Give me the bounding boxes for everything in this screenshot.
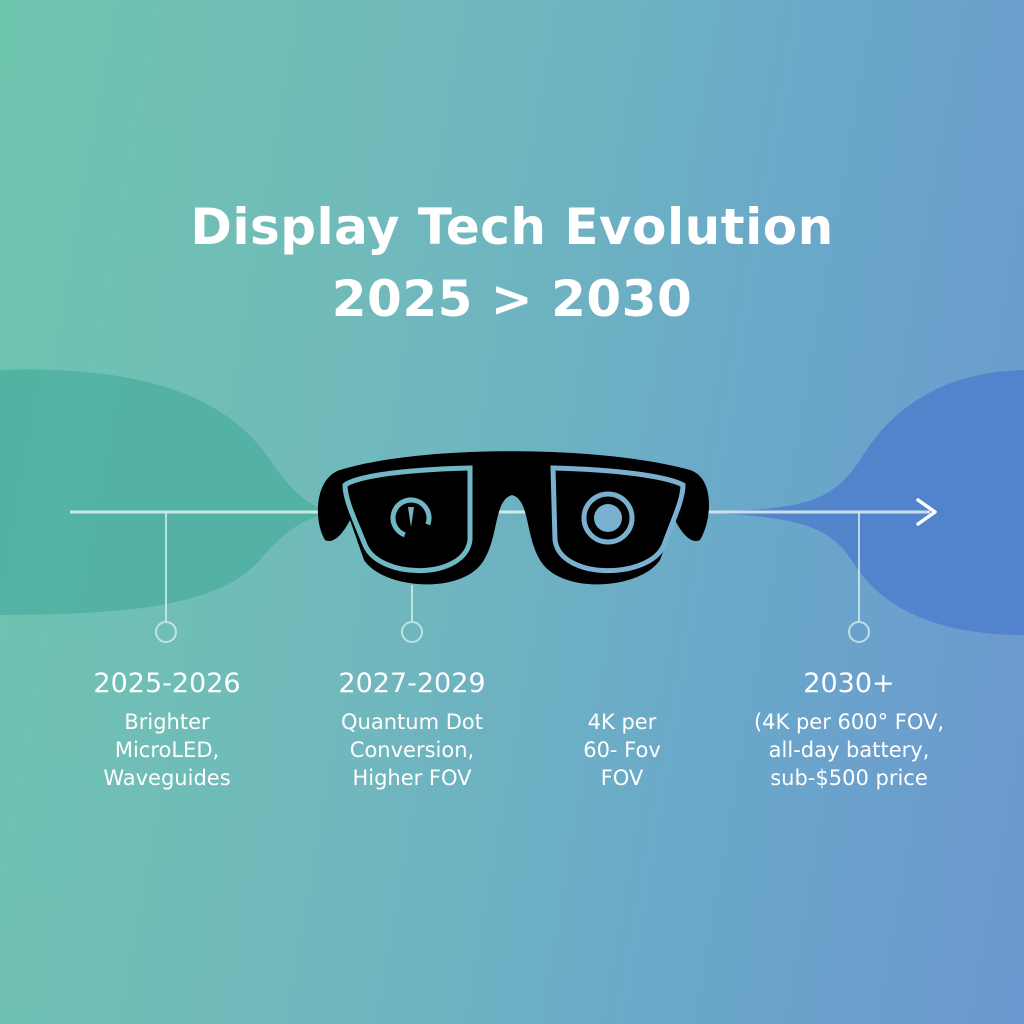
entry-line: Higher FOV [352,766,472,790]
entry-line: sub-$500 price [770,766,928,790]
page-subtitle: 2025 > 2030 [331,270,693,328]
right-wave-blob [690,370,1024,635]
entry-period: 2030+ [803,668,895,699]
arrow-right-icon [916,498,937,526]
entry-line: 4K per [587,710,657,734]
smart-glasses-icon [317,451,710,585]
timeline-entry-2: 2027-2029 Quantum Dot Conversion, Higher… [282,668,542,792]
entry-line: (4K per 600° FOV, [753,710,945,734]
entry-line: Conversion, [349,738,475,762]
timeline-entry-3: 4K per 60- Fov FOV [492,668,752,792]
entry-line: Brighter [124,710,210,734]
entry-line: Waveguides [103,766,231,790]
timeline-entry-1: 2025-2026 Brighter MicroLED, Waveguides [37,668,297,792]
entry-period: 2025-2026 [93,668,241,699]
marker-dot-2 [401,621,423,643]
entry-line: Quantum Dot [341,710,483,734]
marker-dot-3 [848,621,870,643]
marker-dot-1 [155,621,177,643]
left-wave-blob [0,369,340,615]
entry-period: 2027-2029 [338,668,486,699]
entry-line: FOV [600,766,644,790]
entry-line: 60- Fov [583,738,661,762]
page-title: Display Tech Evolution [190,198,834,256]
entry-line: all-day battery, [768,738,930,762]
timeline-entry-4: 2030+ (4K per 600° FOV, all-day battery,… [719,668,979,792]
entry-period [492,668,752,708]
entry-line: MicroLED, [114,738,220,762]
